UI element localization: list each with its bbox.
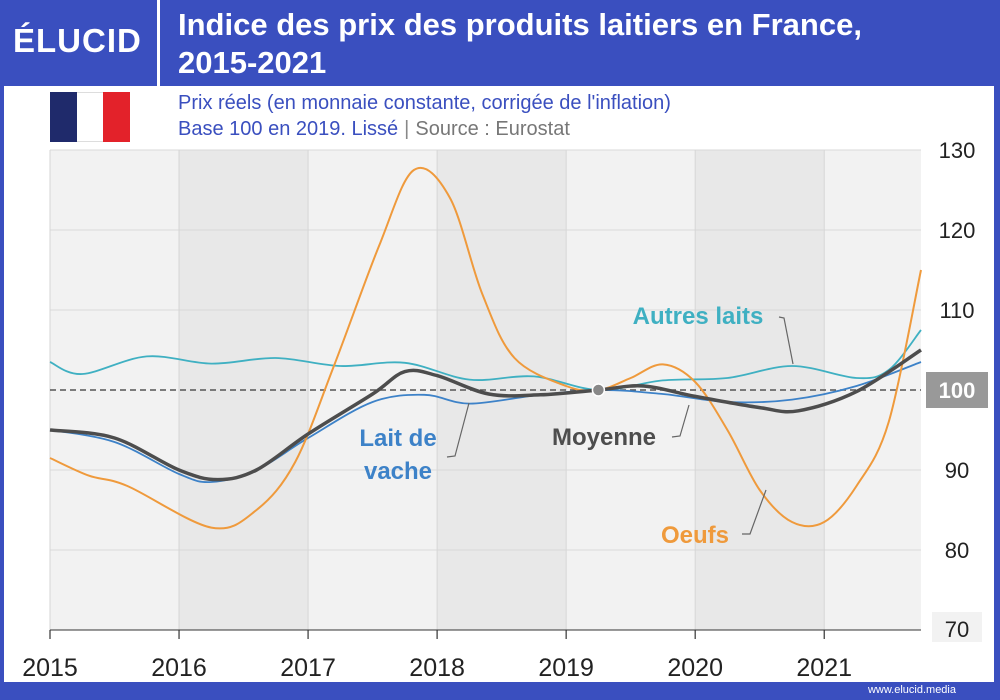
annotation-labels: Autres laits Lait de vache Moyenne Oeufs: [359, 303, 763, 549]
y-tick-label-90: 90: [945, 458, 969, 483]
x-axis: 2015 2016 2017 2018 2019 2020 2021: [22, 629, 921, 682]
label-autres-laits: Autres laits: [633, 303, 764, 330]
y-tick-label-100: 100: [939, 378, 976, 403]
series-line-oeufs: [49, 167, 922, 530]
leader-oeufs: [742, 489, 767, 535]
series-line-moyenne: [49, 348, 922, 482]
elucid-logo[interactable]: ÉLUCID: [0, 0, 160, 86]
title-line-1: Indice des prix des produits laitiers en…: [178, 7, 862, 42]
x-tick-label-2016: 2016: [151, 654, 207, 682]
subtitle-base: Base 100 en 2019. Lissé: [178, 118, 399, 140]
subtitle: Prix réels (en monnaie constante, corrig…: [178, 90, 671, 142]
subtitle-line-2: Base 100 en 2019. Lissé | Source : Eurosta…: [178, 116, 671, 142]
y-tick-label-80: 80: [945, 538, 969, 563]
x-tick-label-2015: 2015: [22, 654, 78, 682]
y-ref-badge: [926, 372, 988, 408]
annotation-leaders: [446, 316, 794, 535]
leader-lait-de-vache: [446, 402, 470, 458]
y-tick-label-130: 130: [939, 138, 976, 163]
x-tick-label-2019: 2019: [538, 654, 594, 682]
label-lait-de-vache: Lait de: [359, 425, 436, 452]
subtitle-line-1: Prix réels (en monnaie constante, corrig…: [178, 92, 671, 114]
x-tick-label-2017: 2017: [280, 654, 336, 682]
label-lait-de-vache-line2: vache: [364, 458, 432, 485]
series-lines: [49, 167, 922, 530]
base-point-marker: [591, 383, 606, 397]
footer: www.elucid.media: [0, 682, 1000, 700]
chart-title: Indice des prix des produits laitiers en…: [178, 6, 978, 82]
leader-autres-laits: [778, 316, 794, 365]
logo-text: ÉLUCID: [13, 22, 142, 59]
label-oeufs: Oeufs: [661, 522, 729, 549]
x-tick-label-2020: 2020: [667, 654, 723, 682]
y-tick-label-110: 110: [939, 298, 974, 323]
site-url[interactable]: www.elucid.media: [867, 684, 956, 696]
series-line-lait-de-vache: [49, 361, 922, 484]
y-axis: 70 80 90 100 110 120 130: [926, 138, 988, 642]
x-tick-label-2018: 2018: [409, 654, 465, 682]
y-tick-label-120: 120: [939, 218, 976, 243]
leader-moyenne: [671, 404, 690, 438]
france-flag-icon: [50, 92, 131, 142]
y-tick-label-70: 70: [945, 617, 969, 642]
subtitle-separator: |: [404, 118, 410, 140]
x-tick-label-2021: 2021: [796, 654, 852, 682]
y-min-badge: [932, 612, 982, 642]
series-line-autres-laits: [49, 329, 922, 391]
header: ÉLUCID Indice des prix des produits lait…: [0, 0, 1000, 86]
title-line-2: 2015-2021: [178, 45, 327, 80]
label-moyenne: Moyenne: [552, 424, 656, 451]
subtitle-source: Source : Eurostat: [415, 118, 570, 140]
